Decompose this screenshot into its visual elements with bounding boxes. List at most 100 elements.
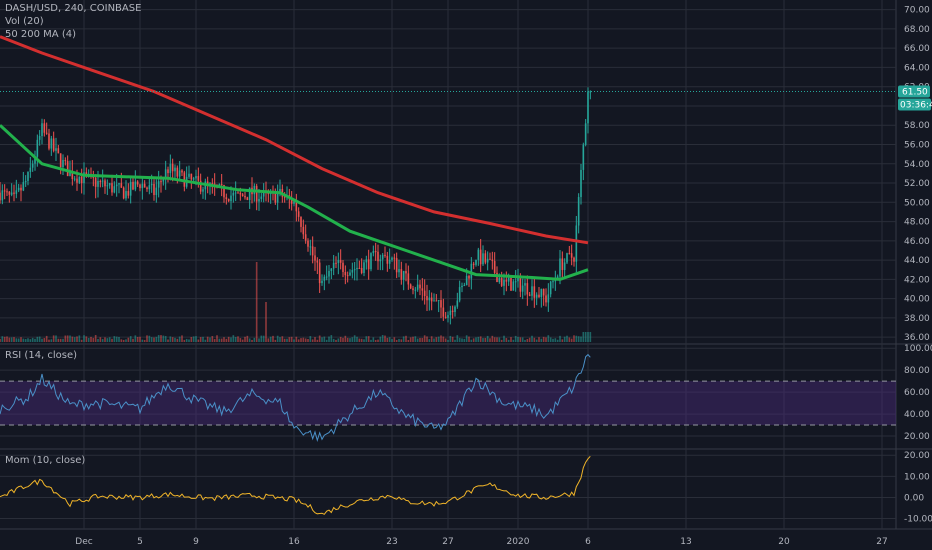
volume-bar bbox=[57, 338, 60, 342]
volume-bar bbox=[227, 336, 230, 342]
volume-bar bbox=[489, 338, 491, 342]
candle-body bbox=[78, 176, 81, 183]
candle-body bbox=[69, 171, 71, 177]
volume-bar bbox=[458, 337, 461, 342]
candle-body bbox=[328, 270, 330, 277]
volume-bar bbox=[15, 338, 18, 342]
candle-body bbox=[475, 259, 477, 265]
volume-bar bbox=[528, 337, 531, 342]
volume-bar bbox=[463, 338, 466, 342]
volume-bar bbox=[566, 335, 568, 342]
volume-bar bbox=[337, 338, 340, 342]
volume-bar bbox=[477, 336, 480, 342]
y-tick-label: 100.00 bbox=[904, 344, 932, 354]
candle-body bbox=[206, 181, 209, 185]
candle-body bbox=[8, 191, 11, 195]
candle-body bbox=[211, 183, 214, 185]
volume-bar bbox=[104, 337, 106, 342]
candle-body bbox=[157, 181, 160, 188]
volume-bar bbox=[283, 338, 286, 342]
candle-body bbox=[311, 246, 314, 256]
volume-bar bbox=[500, 339, 503, 342]
candle-body bbox=[587, 91, 589, 124]
candle-body bbox=[6, 191, 8, 193]
candle-countdown-label: 03:36:45 bbox=[900, 101, 932, 111]
volume-bar bbox=[216, 335, 218, 342]
y-tick-label: 60.00 bbox=[904, 388, 930, 398]
volume-bar bbox=[561, 339, 564, 342]
candle-body bbox=[465, 275, 468, 286]
volume-bar bbox=[197, 339, 200, 342]
volume-bar bbox=[134, 335, 137, 342]
volume-bar bbox=[351, 337, 354, 342]
candle-body bbox=[358, 267, 361, 269]
candle-body bbox=[353, 269, 356, 271]
volume-bar bbox=[402, 336, 405, 342]
candle-body bbox=[454, 306, 456, 312]
volume-bar bbox=[416, 338, 419, 342]
volume-bar bbox=[185, 338, 188, 342]
candle-body bbox=[379, 259, 382, 262]
y-tick-label: 50.00 bbox=[904, 198, 930, 208]
volume-bar bbox=[31, 337, 34, 342]
volume-bar bbox=[524, 339, 526, 342]
candle-body bbox=[230, 195, 232, 202]
candle-body bbox=[444, 316, 447, 318]
candle-body bbox=[99, 181, 102, 183]
volume-bar bbox=[407, 339, 410, 342]
volume-bar bbox=[428, 339, 431, 342]
candle-body bbox=[108, 183, 111, 186]
volume-bar bbox=[113, 336, 116, 342]
candle-body bbox=[568, 253, 571, 255]
y-tick-label: 20.00 bbox=[904, 451, 930, 461]
volume-bar bbox=[13, 337, 15, 342]
volume-bar bbox=[246, 335, 249, 342]
candle-body bbox=[561, 258, 564, 270]
volume-bar bbox=[435, 337, 438, 342]
volume-bar bbox=[36, 336, 39, 342]
candle-body bbox=[59, 153, 62, 168]
candle-body bbox=[262, 190, 265, 197]
volume-bar bbox=[391, 339, 393, 342]
candle-body bbox=[227, 199, 230, 202]
volume-bar bbox=[267, 338, 270, 342]
candle-body bbox=[365, 259, 368, 263]
volume-bar bbox=[195, 336, 197, 342]
volume-bar bbox=[232, 335, 235, 342]
candle-body bbox=[50, 138, 53, 149]
volume-bar bbox=[209, 337, 211, 342]
volume-bar bbox=[449, 335, 452, 342]
x-tick-label: 16 bbox=[288, 537, 300, 547]
rsi-legend: RSI (14, close) bbox=[5, 350, 78, 361]
moving-averages bbox=[0, 35, 589, 281]
volume-bar bbox=[568, 337, 571, 342]
candle-body bbox=[489, 258, 491, 260]
volume-bar bbox=[85, 336, 88, 342]
x-tick-label: 5 bbox=[137, 537, 143, 547]
candle-body bbox=[463, 285, 466, 287]
volume-bar bbox=[157, 335, 160, 342]
y-tick-label: 56.00 bbox=[904, 141, 930, 151]
candle-body bbox=[188, 173, 190, 177]
volume-bar bbox=[281, 336, 284, 342]
candle-body bbox=[479, 249, 482, 265]
candle-body bbox=[384, 254, 386, 256]
volume-bar bbox=[533, 337, 536, 342]
candle-body bbox=[316, 260, 319, 263]
candle-body bbox=[115, 184, 118, 187]
symbol-legend: DASH/USD, 240, COINBASE bbox=[5, 3, 142, 14]
volume-bar bbox=[41, 338, 43, 342]
y-tick-label: 52.00 bbox=[904, 179, 930, 189]
volume-bar bbox=[239, 338, 242, 342]
candle-body bbox=[195, 176, 197, 179]
x-tick-label: 23 bbox=[386, 537, 397, 547]
candle-body bbox=[542, 288, 545, 296]
y-tick-label: 40.00 bbox=[904, 410, 930, 420]
y-tick-label: 42.00 bbox=[904, 275, 930, 285]
volume-bar bbox=[521, 337, 524, 342]
volume-bar bbox=[323, 336, 326, 342]
last-price-label: 61.50 bbox=[902, 88, 928, 98]
volume-bar bbox=[71, 336, 74, 342]
volume-bar bbox=[10, 337, 13, 342]
